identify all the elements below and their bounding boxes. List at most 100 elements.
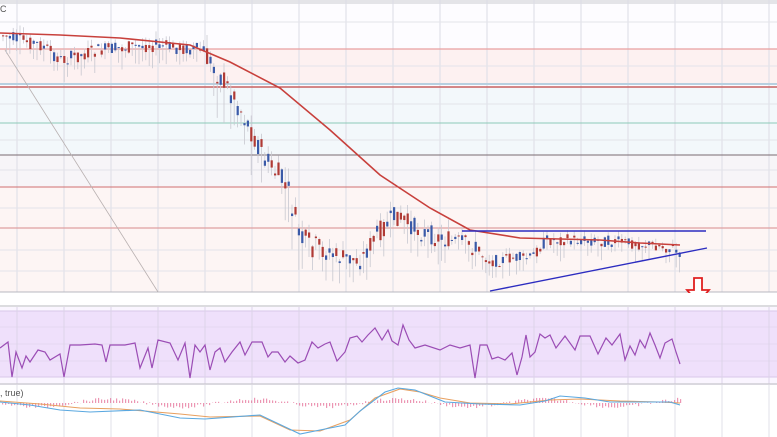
candle [423, 229, 426, 237]
candle [267, 153, 270, 162]
candle [46, 44, 49, 46]
candle [566, 234, 569, 239]
candle [83, 53, 86, 60]
candle [678, 252, 681, 257]
candle [73, 52, 76, 56]
candle [97, 44, 100, 47]
candle [304, 229, 307, 236]
candle [495, 255, 498, 267]
candle [134, 44, 137, 46]
candle [359, 265, 362, 270]
candle [505, 254, 508, 256]
candle [338, 261, 341, 264]
candle [148, 45, 151, 49]
candle [175, 47, 178, 54]
candle [379, 220, 382, 241]
candle [471, 252, 474, 256]
candle [80, 54, 83, 57]
candle [202, 46, 205, 51]
candle [637, 243, 640, 250]
candle [427, 229, 430, 233]
candle [454, 236, 457, 240]
candle [36, 41, 39, 43]
candle [274, 173, 277, 176]
candle [233, 91, 236, 100]
candle [569, 240, 572, 245]
candle [369, 238, 372, 251]
candle [287, 181, 290, 186]
candle [325, 255, 328, 260]
candle [25, 40, 28, 43]
candle [461, 235, 464, 240]
candle [192, 45, 195, 50]
candle [362, 252, 365, 254]
candle [87, 48, 90, 58]
candle [342, 250, 345, 258]
candle [29, 37, 32, 50]
candle [573, 235, 576, 238]
candle [114, 42, 117, 51]
candle [246, 120, 249, 127]
candle [49, 45, 52, 51]
candle [399, 212, 402, 220]
candle [413, 217, 416, 232]
candle [2, 35, 5, 37]
candle [386, 221, 389, 227]
candle [90, 45, 93, 48]
candle [59, 56, 62, 58]
candle [110, 43, 113, 53]
candle [396, 211, 399, 226]
candle [182, 45, 185, 54]
candle [641, 246, 644, 248]
rsi-line [0, 323, 681, 379]
candle [512, 257, 515, 259]
candle [335, 248, 338, 257]
candle [474, 241, 477, 252]
candle [66, 63, 69, 65]
candle [556, 242, 559, 244]
candle [138, 45, 141, 47]
candle [22, 35, 25, 40]
horizontal-gridlines [0, 21, 777, 272]
candle [600, 243, 603, 247]
candle [277, 162, 280, 176]
candle [260, 139, 263, 147]
candle [284, 182, 287, 189]
candle [583, 236, 586, 241]
candle [270, 160, 273, 168]
candle [515, 253, 518, 261]
candle [393, 207, 396, 221]
candle [586, 240, 589, 243]
candle [195, 42, 198, 48]
candle [549, 239, 552, 246]
candle [464, 235, 467, 238]
candle [389, 210, 392, 214]
candle [121, 47, 124, 52]
candle [168, 42, 171, 50]
candle [518, 252, 521, 261]
candle [70, 50, 73, 59]
candle [467, 241, 470, 245]
candle [355, 258, 358, 264]
candle [675, 249, 678, 253]
candle [352, 258, 355, 261]
diagonal-trendline [4, 49, 159, 293]
candle [420, 239, 423, 242]
candle [668, 249, 671, 253]
candle [158, 44, 161, 48]
candle [253, 135, 256, 147]
candle [56, 56, 59, 63]
candle [39, 41, 42, 51]
candle [610, 244, 613, 247]
price-levels [0, 48, 777, 293]
candle [522, 253, 525, 256]
support-trendline[interactable] [489, 247, 708, 292]
candle [104, 43, 107, 50]
candle [144, 44, 147, 53]
candle [280, 169, 283, 183]
candle [291, 213, 294, 217]
candle [12, 32, 15, 41]
pane-separator [0, 293, 777, 307]
candle [416, 229, 419, 235]
candle [539, 248, 542, 252]
